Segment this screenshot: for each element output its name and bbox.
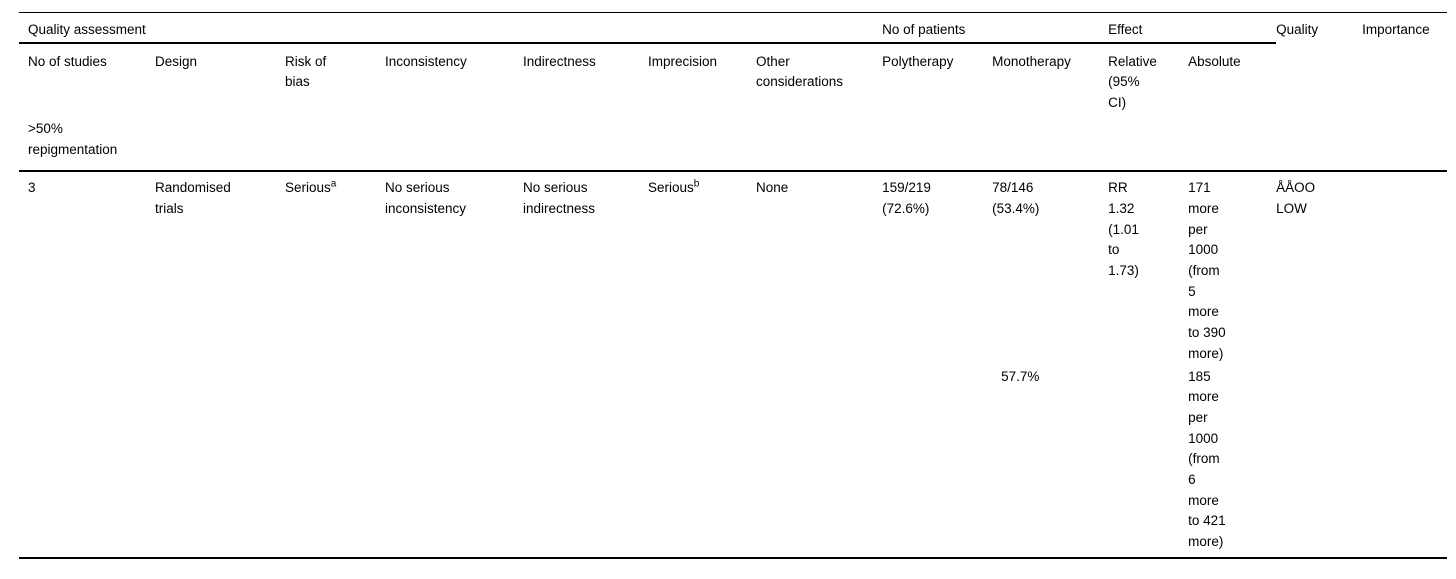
table-row: 3 Randomised trials Seriousa No serious … [19, 171, 1447, 364]
footnote-marker-b: b [693, 178, 700, 190]
cell-polytherapy: 159/219 (72.6%) [882, 180, 931, 216]
table-row-baseline-2: 57.7% 185 more per 1000 (from 6 more to … [19, 365, 1447, 558]
cell-risk-of-bias: Seriousa [285, 171, 385, 558]
cell-no-of-studies: 3 [28, 180, 36, 196]
column-header-design: Design [155, 53, 198, 69]
sub-header-row: No of studies Design Risk of bias Incons… [19, 43, 1447, 114]
imprecision-value: Serious [648, 180, 694, 196]
column-header-quality: Quality [1276, 22, 1319, 37]
outcome-section-row: >50% repigmentation [19, 113, 1448, 173]
page: Quality assessment No of patients Effect… [19, 12, 1448, 559]
column-header-inconsistency: Inconsistency [385, 53, 467, 69]
outcome-section-label: >50% repigmentation [19, 113, 1448, 173]
cell-importance [1362, 171, 1447, 558]
column-header-importance: Importance [1362, 22, 1430, 37]
column-header-indirectness: Indirectness [523, 53, 596, 69]
column-header-absolute: Absolute [1188, 53, 1241, 69]
column-header-polytherapy: Polytherapy [882, 53, 954, 69]
column-header-no-of-studies: No of studies [28, 53, 107, 69]
risk-of-bias-value: Serious [285, 180, 331, 196]
column-header-imprecision: Imprecision [648, 53, 718, 69]
group-header-no-of-patients: No of patients [882, 12, 1109, 44]
cell-other-considerations: None [756, 180, 789, 196]
column-header-other-considerations: Other considerations [756, 53, 844, 90]
cell-imprecision: Seriousb [648, 171, 756, 558]
group-header-effect: Effect [1108, 12, 1277, 44]
cell-relative-95-ci: RR 1.32 (1.01 to 1.73) [1108, 180, 1139, 279]
footnote-marker-a: a [330, 178, 337, 190]
grade-evidence-table: Quality assessment No of patients Effect… [19, 12, 1448, 559]
column-header-risk-of-bias: Risk of bias [285, 53, 327, 90]
cell-monotherapy-baseline-2: 57.7% [1001, 368, 1040, 384]
group-header-row: Quality assessment No of patients Effect… [19, 12, 1447, 44]
cell-absolute: 171 more per 1000 (from 5 more to 390 mo… [1188, 180, 1226, 361]
cell-quality: ÅÅOO LOW [1276, 180, 1316, 216]
cell-inconsistency: No serious inconsistency [385, 180, 467, 216]
cell-absolute-baseline-2: 185 more per 1000 (from 6 more to 421 mo… [1188, 368, 1226, 550]
cell-monotherapy: 78/146 (53.4%) [992, 180, 1040, 216]
group-header-quality-assessment: Quality assessment [19, 12, 883, 44]
cell-design: Randomised trials [155, 180, 231, 216]
cell-indirectness: No serious indirectness [523, 180, 596, 216]
column-header-relative-95-ci: Relative (95% CI) [1108, 53, 1157, 111]
column-header-monotherapy: Monotherapy [992, 53, 1071, 69]
